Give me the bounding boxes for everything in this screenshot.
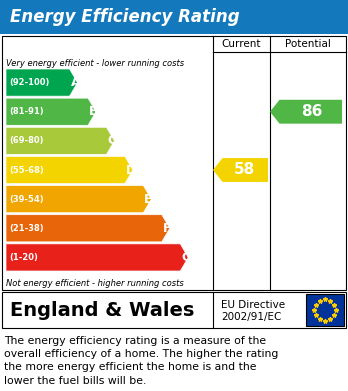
- Text: 2002/91/EC: 2002/91/EC: [221, 312, 282, 322]
- Bar: [2, 292, 346, 328]
- Text: (55-68): (55-68): [9, 165, 44, 174]
- Bar: [306, 294, 344, 326]
- Polygon shape: [6, 186, 151, 213]
- Text: (39-54): (39-54): [9, 195, 44, 204]
- Text: (1-20): (1-20): [9, 253, 38, 262]
- Text: EU Directive: EU Directive: [221, 300, 285, 310]
- Polygon shape: [6, 127, 114, 154]
- Text: A: A: [71, 76, 80, 89]
- Text: 58: 58: [234, 163, 255, 178]
- Text: (81-91): (81-91): [9, 107, 44, 116]
- Text: G: G: [181, 251, 191, 264]
- Polygon shape: [6, 69, 78, 96]
- Text: B: B: [89, 105, 98, 118]
- Text: (92-100): (92-100): [9, 78, 49, 87]
- Text: C: C: [108, 135, 117, 147]
- Text: The energy efficiency rating is a measure of the
overall efficiency of a home. T: The energy efficiency rating is a measur…: [4, 336, 278, 386]
- Text: England & Wales: England & Wales: [10, 301, 195, 319]
- Text: D: D: [126, 163, 136, 176]
- Polygon shape: [270, 100, 342, 124]
- Polygon shape: [6, 156, 133, 183]
- Text: Potential: Potential: [285, 39, 331, 49]
- Text: Very energy efficient - lower running costs: Very energy efficient - lower running co…: [6, 59, 184, 68]
- Bar: [2, 36, 346, 290]
- Text: E: E: [144, 193, 153, 206]
- Text: Current: Current: [222, 39, 261, 49]
- Text: Energy Efficiency Rating: Energy Efficiency Rating: [10, 8, 240, 26]
- Text: (69-80): (69-80): [9, 136, 44, 145]
- Text: Not energy efficient - higher running costs: Not energy efficient - higher running co…: [6, 278, 184, 287]
- Polygon shape: [6, 98, 96, 125]
- Bar: [0, 0, 348, 34]
- Polygon shape: [6, 244, 188, 271]
- Text: 86: 86: [301, 104, 323, 119]
- Text: F: F: [163, 222, 171, 235]
- Polygon shape: [213, 158, 268, 182]
- Text: (21-38): (21-38): [9, 224, 44, 233]
- Polygon shape: [6, 215, 170, 242]
